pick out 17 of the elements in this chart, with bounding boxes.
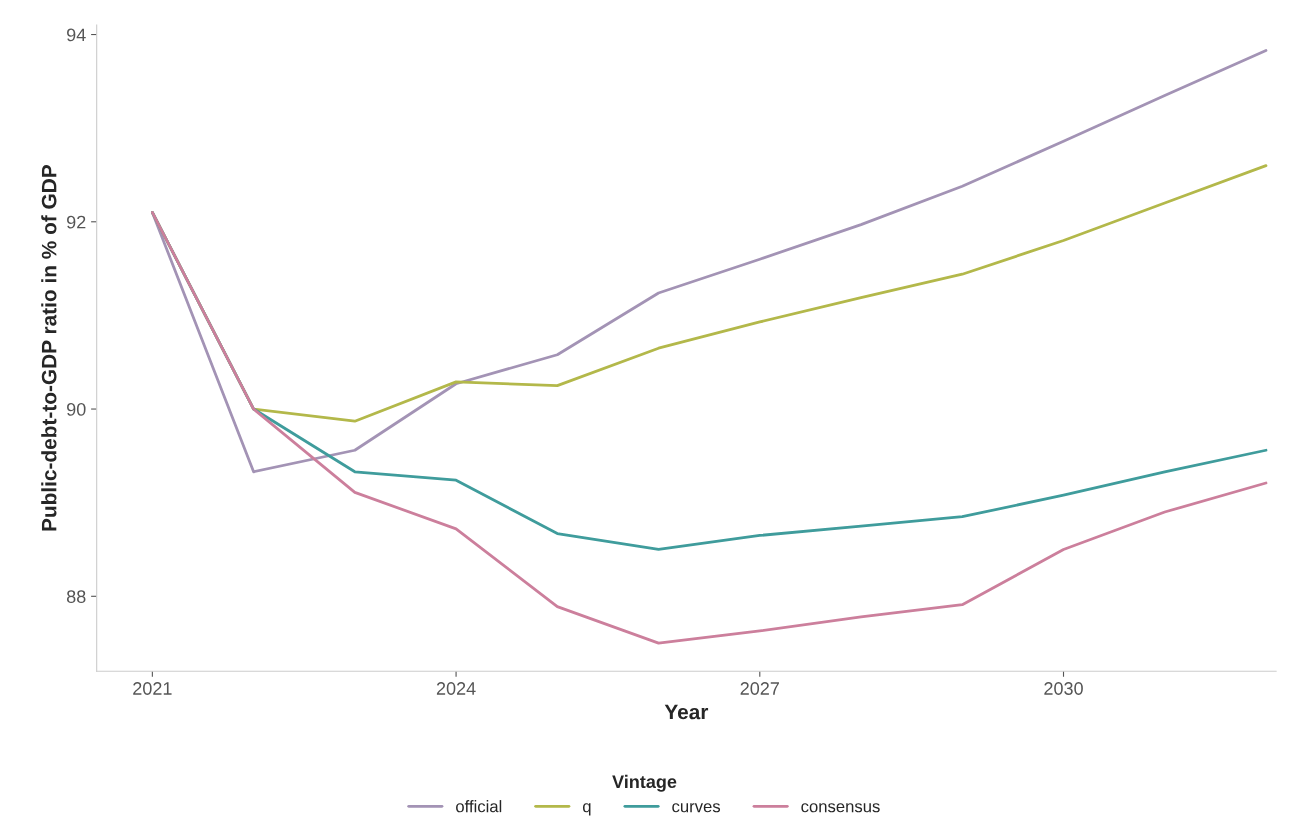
y-tick-label: 92 (67, 215, 86, 229)
x-axis-title: Year (664, 704, 709, 720)
x-tick-label: 2024 (436, 682, 476, 695)
y-tick-label: 90 (67, 402, 86, 416)
legend-title: Vintage (612, 774, 677, 792)
x-tick-label: 2030 (1044, 682, 1083, 695)
line-series (150, 211, 1268, 645)
y-axis-title: Public-debt-to-GDP ratio in % of GDP (41, 165, 57, 531)
y-tick-label: 88 (66, 590, 86, 604)
legend-label: official (456, 800, 502, 813)
legend-label: q (582, 803, 591, 816)
legend-label: consensus (801, 803, 880, 813)
x-tick-label: 2021 (133, 682, 172, 695)
line-series (150, 49, 1268, 474)
x-tick-label: 2027 (740, 682, 779, 695)
legend-label: curves (672, 803, 721, 813)
y-tick-label: 94 (67, 28, 86, 42)
